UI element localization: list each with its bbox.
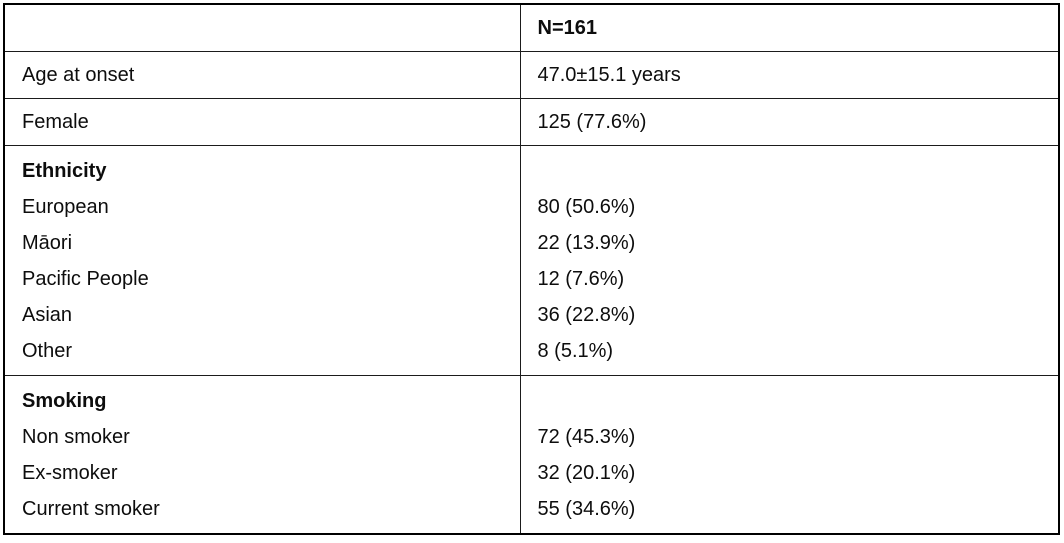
- group-item-value: 80 (50.6%): [537, 196, 636, 218]
- group-item-value: 36 (22.8%): [537, 304, 636, 326]
- row-value-age-at-onset: 47.0±15.1 years: [519, 51, 1060, 99]
- row-label-age-at-onset: Age at onset: [3, 51, 521, 99]
- table-group-ethnicity: Ethnicity European Māori Pacific People …: [3, 145, 1060, 376]
- group-title-ethnicity: Ethnicity: [22, 160, 107, 182]
- group-item-value: 32 (20.1%): [537, 462, 636, 484]
- row-label-female: Female: [3, 98, 521, 146]
- group-item-value: 12 (7.6%): [537, 268, 625, 290]
- smoking-label-cell: Smoking Non smoker Ex-smoker Current smo…: [3, 375, 521, 535]
- group-item-value: 72 (45.3%): [537, 426, 636, 448]
- table-group-smoking: Smoking Non smoker Ex-smoker Current smo…: [3, 375, 1060, 535]
- group-item-label: Non smoker: [22, 426, 130, 448]
- group-item-value: 22 (13.9%): [537, 232, 636, 254]
- group-value-spacer: [538, 153, 1042, 189]
- group-item-label: Other: [22, 340, 73, 362]
- header-n-cell: N=161: [519, 3, 1060, 52]
- group-item-label: Māori: [22, 232, 73, 254]
- group-value-spacer: [538, 383, 1042, 419]
- header-empty-cell: [3, 3, 521, 52]
- ethnicity-label-cell: Ethnicity European Māori Pacific People …: [3, 145, 521, 376]
- group-title-smoking: Smoking: [22, 390, 107, 412]
- smoking-value-cell: 72 (45.3%) 32 (20.1%) 55 (34.6%): [519, 375, 1060, 535]
- demographics-table: N=161 Age at onset 47.0±15.1 years Femal…: [3, 3, 1060, 535]
- group-item-label: Pacific People: [22, 268, 149, 290]
- group-item-label: Ex-smoker: [22, 462, 118, 484]
- table-row-female: Female 125 (77.6%): [3, 98, 1060, 146]
- group-item-label: Current smoker: [22, 498, 160, 520]
- group-item-value: 8 (5.1%): [537, 340, 614, 362]
- group-item-value: 55 (34.6%): [537, 498, 636, 520]
- table-header-row: N=161: [3, 3, 1060, 52]
- row-value-female: 125 (77.6%): [519, 98, 1060, 146]
- ethnicity-value-cell: 80 (50.6%) 22 (13.9%) 12 (7.6%) 36 (22.8…: [519, 145, 1060, 376]
- table-row-age-at-onset: Age at onset 47.0±15.1 years: [3, 51, 1060, 99]
- group-item-label: European: [22, 196, 109, 218]
- group-item-label: Asian: [22, 304, 73, 326]
